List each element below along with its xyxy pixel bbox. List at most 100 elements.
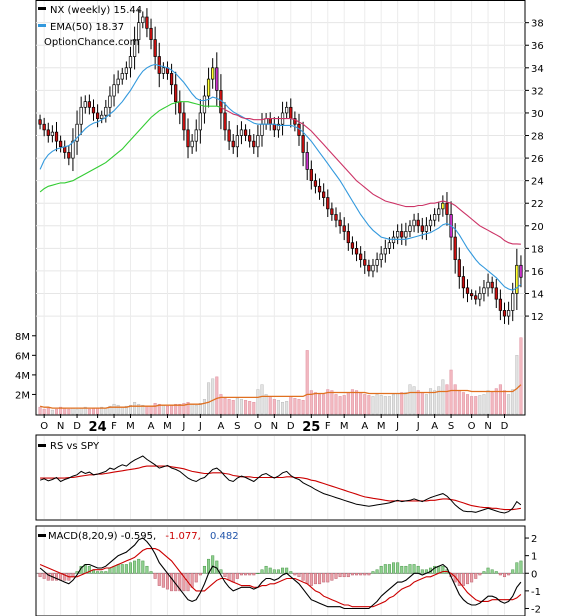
candle-body <box>354 248 359 255</box>
candle-body <box>412 219 416 227</box>
macd-histogram-bar <box>178 573 182 592</box>
volume-bar <box>367 395 371 415</box>
price-tick-label: 24 <box>531 177 544 188</box>
volume-bar <box>50 409 54 415</box>
macd-histogram-bar <box>194 573 198 583</box>
candle-body <box>63 146 67 153</box>
volume-bar <box>75 408 79 415</box>
month-label: A <box>217 421 224 432</box>
candle-body <box>342 225 346 232</box>
volume-bar <box>359 392 363 415</box>
volume-bar <box>392 394 396 415</box>
volume-bar <box>71 407 75 415</box>
candle-body <box>108 95 112 108</box>
macd-histogram-bar <box>412 564 416 574</box>
candle-body <box>416 219 420 227</box>
price-tick-label: 36 <box>531 41 544 52</box>
candle-body <box>239 129 244 136</box>
price-tick-label: 34 <box>531 64 544 75</box>
macd-histogram-bar <box>63 573 67 581</box>
volume-bar <box>371 396 375 415</box>
volume-bar <box>108 405 112 415</box>
volume-bar <box>165 405 169 415</box>
volume-bar <box>149 405 153 415</box>
volume-bar <box>383 396 387 415</box>
volume-bar <box>239 399 243 415</box>
macd-histogram-bar <box>387 564 391 574</box>
candle-body <box>313 180 318 187</box>
candle-body <box>437 208 441 215</box>
volume-bar <box>404 392 408 415</box>
month-label: M <box>163 421 172 432</box>
candle-body <box>124 67 128 74</box>
price-tick-label: 38 <box>531 19 544 30</box>
volume-bar <box>120 406 124 415</box>
candle-body <box>161 67 165 74</box>
candle-body <box>248 135 252 142</box>
macd-histogram-bar <box>128 562 133 574</box>
month-label: F <box>111 421 117 432</box>
volume-bar <box>63 407 67 415</box>
candle-body <box>137 22 141 40</box>
macd-histogram-bar <box>153 573 157 579</box>
candle-body <box>359 253 363 260</box>
macd-histogram-bar <box>133 560 137 574</box>
volume-bar <box>67 408 71 415</box>
macd-histogram-bar <box>515 562 519 574</box>
macd-histogram-bar <box>326 573 330 583</box>
macd-histogram-bar <box>42 573 46 579</box>
volume-bar <box>482 394 486 415</box>
candle-body <box>502 310 507 317</box>
candle-body <box>252 140 256 148</box>
volume-bar <box>79 407 83 415</box>
macd-histogram-bar <box>211 555 215 574</box>
candle-body <box>511 293 515 311</box>
candle-body <box>235 135 239 148</box>
month-label: D <box>73 421 81 432</box>
macd-histogram-bar <box>104 571 108 574</box>
macd-histogram-bar <box>363 573 367 576</box>
macd-histogram-bar <box>289 571 293 574</box>
candle-body <box>153 39 157 57</box>
volume-bar <box>313 392 317 415</box>
macd-histogram-bar <box>502 573 507 578</box>
macd-histogram-bar <box>507 573 511 576</box>
month-label: N <box>484 421 491 432</box>
month-label: O <box>254 421 262 432</box>
volume-bar <box>465 394 470 415</box>
volume-tick-label: 4M <box>15 371 30 382</box>
macd-histogram-bar <box>416 565 420 574</box>
macd-histogram-bar <box>149 571 153 574</box>
candle-body <box>322 191 326 198</box>
volume-bar <box>474 396 478 415</box>
month-label: J <box>395 421 399 432</box>
candle-body <box>79 106 83 125</box>
volume-bar <box>519 337 523 415</box>
macd-histogram-bar <box>404 565 408 574</box>
candle-body <box>486 281 490 289</box>
candle-body <box>519 264 523 278</box>
candle-body <box>387 242 392 249</box>
candle-body <box>58 140 63 148</box>
macd-histogram-bar <box>293 573 297 576</box>
macd-histogram-bar <box>334 573 338 579</box>
source-label: OptionChance.com <box>44 37 139 48</box>
volume-bar <box>124 405 128 415</box>
candle-body <box>38 119 42 125</box>
volume-bar <box>104 407 108 415</box>
candle-body <box>132 39 137 57</box>
volume-bar <box>350 389 354 415</box>
volume-bar <box>91 407 96 415</box>
volume-bar <box>87 408 91 415</box>
candle-body <box>334 214 338 221</box>
macd-histogram-bar <box>108 567 112 574</box>
volume-bar <box>198 402 202 415</box>
candle-body <box>145 16 149 29</box>
price-tick-label: 22 <box>531 199 544 210</box>
macd-histogram-bar <box>165 573 169 590</box>
macd-tick-label: -1 <box>531 587 541 598</box>
candle-body <box>478 293 482 300</box>
macd-histogram-bar <box>465 573 470 585</box>
volume-bar <box>145 405 149 415</box>
macd-histogram-bar <box>441 565 445 574</box>
